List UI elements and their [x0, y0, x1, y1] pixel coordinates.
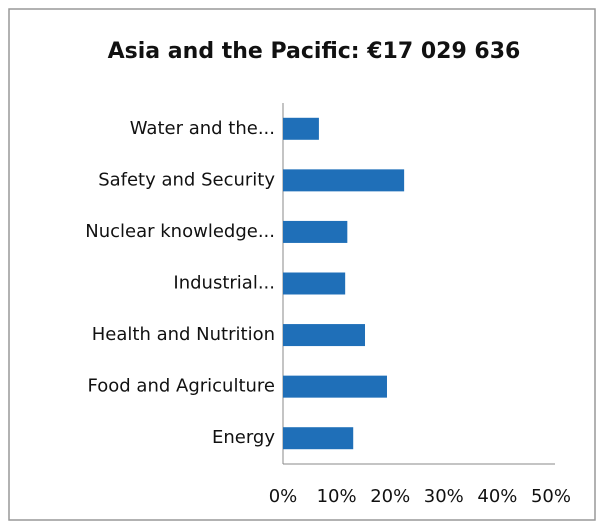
bar	[283, 324, 366, 347]
bar	[283, 117, 319, 140]
y-tick-label: Nuclear knowledge...	[85, 221, 275, 242]
x-tick-label: 0%	[269, 486, 298, 507]
chart-title: Asia and the Pacific: €17 029 636	[108, 39, 521, 64]
bar	[283, 272, 346, 295]
bar	[283, 169, 405, 192]
y-tick-label: Health and Nutrition	[92, 324, 275, 345]
y-tick-label: Industrial...	[173, 273, 275, 294]
y-tick-label: Safety and Security	[98, 169, 275, 190]
x-tick-label: 10%	[317, 486, 357, 507]
x-tick-label: 30%	[424, 486, 464, 507]
x-tick-label: 50%	[531, 486, 571, 507]
x-tick-label: 40%	[477, 486, 517, 507]
y-tick-label: Food and Agriculture	[88, 376, 275, 397]
y-tick-label: Energy	[212, 427, 275, 448]
bar	[283, 220, 348, 243]
y-tick-label: Water and the...	[130, 118, 275, 139]
bar	[283, 375, 387, 398]
bar	[283, 427, 354, 450]
x-tick-label: 20%	[370, 486, 410, 507]
